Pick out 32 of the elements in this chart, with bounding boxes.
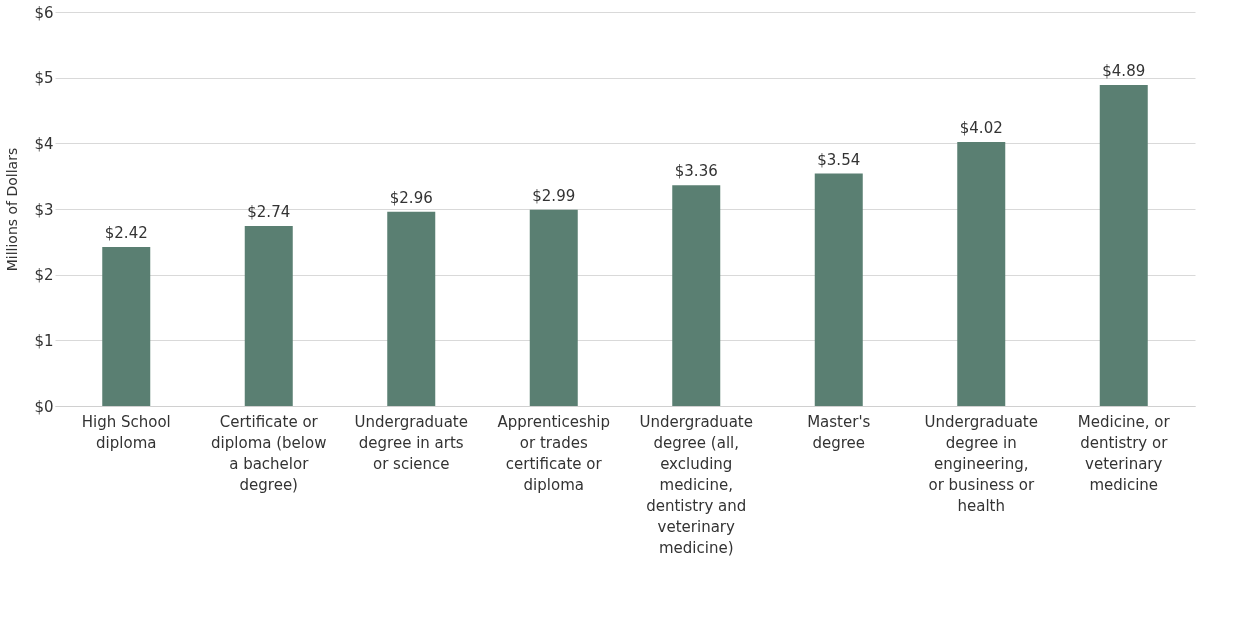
y-tick-label: $6 bbox=[34, 3, 54, 22]
data-label: $2.99 bbox=[532, 186, 576, 205]
y-tick-label: $4 bbox=[34, 134, 54, 153]
x-tick-label: Master's degree bbox=[807, 412, 871, 452]
x-tick-label: Medicine, or dentistry or veterinary medicine bbox=[1077, 412, 1171, 494]
bar bbox=[814, 173, 863, 406]
y-axis-title: Millions of Dollars bbox=[4, 147, 21, 272]
y-tick-label: $0 bbox=[34, 397, 54, 416]
data-label: $2.96 bbox=[389, 188, 433, 207]
bar bbox=[102, 247, 151, 406]
y-tick-label: $3 bbox=[34, 200, 54, 219]
data-label: $3.36 bbox=[674, 162, 718, 181]
bar bbox=[244, 226, 293, 406]
x-tick-label: High School diploma bbox=[81, 412, 171, 452]
x-tick-label: Undergraduate degree in arts or science bbox=[354, 412, 468, 473]
y-tick-label: $5 bbox=[34, 69, 54, 88]
y-tick-label: $2 bbox=[34, 266, 54, 285]
data-label: $3.54 bbox=[817, 150, 861, 169]
y-tick-label: $1 bbox=[34, 331, 54, 350]
x-tick-label: Undergraduate degree (all, excluding medicine, dentistry and veterinary medicine) bbox=[639, 412, 753, 557]
bar bbox=[672, 185, 721, 406]
data-label: $4.89 bbox=[1102, 61, 1146, 80]
bar bbox=[529, 209, 578, 406]
x-tick-label: Undergraduate degree in engineering, or business or health bbox=[924, 412, 1038, 515]
data-label: $2.74 bbox=[247, 203, 291, 222]
bar bbox=[957, 142, 1006, 406]
bar bbox=[1099, 84, 1148, 406]
data-label: $2.42 bbox=[104, 224, 148, 243]
bar bbox=[387, 211, 436, 406]
x-tick-label: Apprenticeship or trades certificate or diploma bbox=[497, 412, 610, 494]
x-tick-label: Certificate or diploma (below a bachelor degree) bbox=[211, 412, 327, 494]
data-label: $4.02 bbox=[959, 119, 1003, 138]
